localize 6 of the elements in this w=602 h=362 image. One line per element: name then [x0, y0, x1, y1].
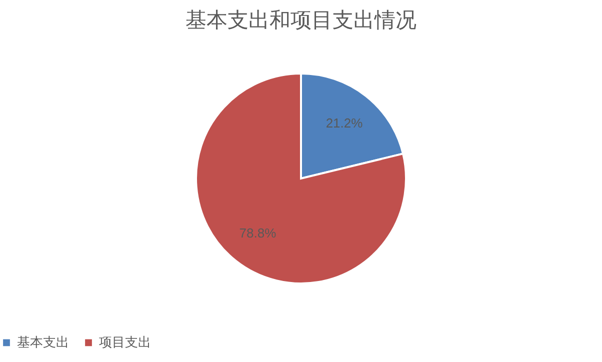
pie-slice — [195, 72, 407, 284]
data-label: 21.2% — [326, 115, 364, 130]
chart-title: 基本支出和项目支出情况 — [186, 9, 416, 32]
legend-label: 基本支出 — [17, 334, 69, 350]
data-label: 78.8% — [239, 226, 277, 241]
legend-label: 项目支出 — [99, 334, 151, 350]
